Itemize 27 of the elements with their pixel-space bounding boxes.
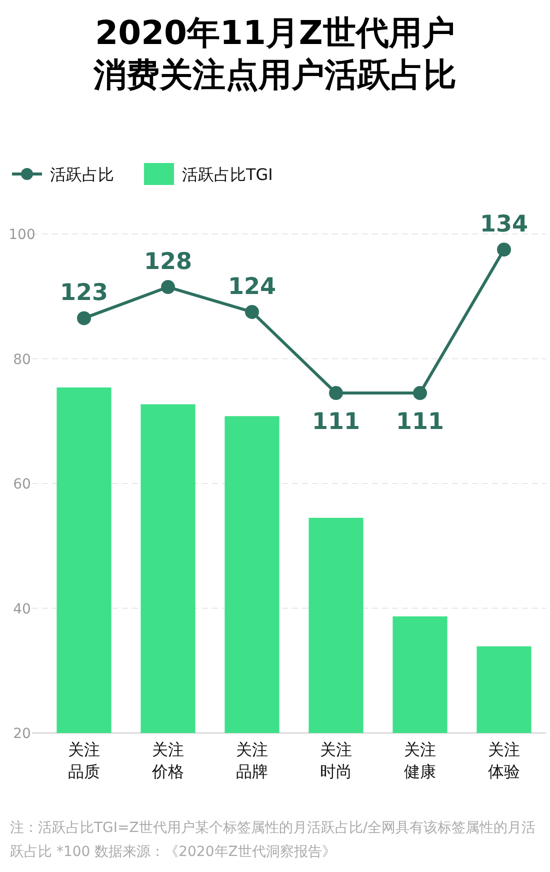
y-tick-label: 40 bbox=[13, 601, 31, 618]
chart-title: 2020年11月Z世代用户消费关注点用户活跃占比 bbox=[92, 12, 458, 96]
point bbox=[77, 311, 91, 326]
point bbox=[329, 386, 343, 400]
data-label: 134 bbox=[480, 212, 528, 238]
point bbox=[413, 386, 427, 400]
data-label: 128 bbox=[144, 249, 192, 276]
data-label: 111 bbox=[312, 409, 360, 436]
y-tick-label: 60 bbox=[13, 476, 31, 492]
point bbox=[161, 280, 175, 294]
x-tick-label: 关注价格 bbox=[151, 740, 184, 781]
legend-label: 活跃占比TGI bbox=[182, 165, 273, 184]
x-tick-label: 关注健康 bbox=[404, 740, 436, 781]
data-label: 124 bbox=[228, 274, 276, 300]
x-tick-label: 关注时尚 bbox=[320, 740, 352, 781]
point bbox=[245, 304, 259, 319]
data-label: 123 bbox=[60, 280, 108, 306]
point bbox=[497, 242, 511, 257]
y-tick-label: 100 bbox=[8, 227, 36, 243]
legend-label: 活跃占比 bbox=[50, 165, 114, 184]
x-tick-label: 关注体验 bbox=[488, 740, 520, 781]
y-tick-label: 20 bbox=[13, 726, 31, 742]
data-label: 111 bbox=[396, 409, 444, 436]
text: 注：活跃占比TGI=Z世代用户某个标签属性的月活跃占比/全网具有该标签属性的月活跃占比 *100 数据来源：《2020年Z世代洞察报告》 bbox=[10, 819, 537, 862]
x-tick-label: 关注品质 bbox=[68, 740, 100, 781]
y-tick-label: 80 bbox=[13, 352, 31, 368]
x-tick-label: 关注品牌 bbox=[236, 740, 268, 781]
